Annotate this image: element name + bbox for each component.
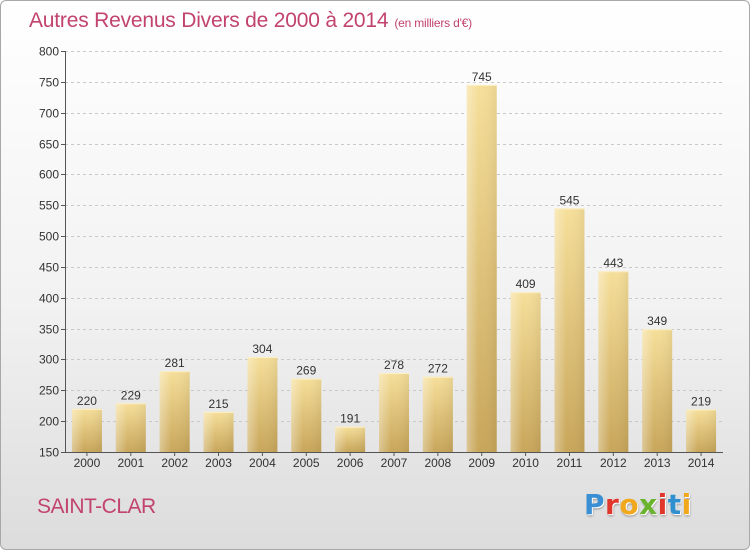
data-label: 219 [691,394,711,408]
x-tick-label: 2012 [600,456,627,470]
data-label: 278 [384,358,404,372]
y-tick-label: 250 [39,384,59,398]
y-tick-label: 600 [39,168,59,182]
bar-highlight [115,403,146,452]
chart-title-text: Autres Revenus Divers de 2000 à 2014 [29,9,389,32]
x-tick-label: 2007 [381,456,408,470]
data-label: 215 [209,397,229,411]
bar-highlight [554,208,585,452]
y-tick-label: 550 [39,199,59,213]
bar-highlight [71,408,102,452]
data-label: 281 [165,356,185,370]
axes [61,51,723,456]
y-tick-label: 350 [39,323,59,337]
x-tick-label: 2006 [337,456,364,470]
bar-highlight [159,371,190,452]
y-tick-label: 400 [39,292,59,306]
chart-subtitle: (en milliers d'€) [394,16,472,30]
x-tick-label: 2001 [117,456,144,470]
y-tick-label: 300 [39,353,59,367]
x-tick-label: 2005 [293,456,320,470]
x-tick-label: 2010 [512,456,539,470]
data-label: 191 [340,412,360,426]
data-label: 229 [121,388,141,402]
x-tick-label: 2004 [249,456,276,470]
logo-letter: o [619,488,640,521]
y-tick-label: 200 [39,415,59,429]
bar-highlight [291,378,322,452]
proxiti-logo: Proxiti [584,488,692,521]
data-label: 409 [516,277,536,291]
data-label: 220 [77,394,97,408]
x-tick-label: 2002 [161,456,188,470]
logo-letter: i [657,488,668,521]
bar-highlight [203,411,234,452]
y-tick-label: 700 [39,107,59,121]
data-label: 545 [559,193,579,207]
logo-letter: t [667,488,682,521]
y-tick-label: 500 [39,230,59,244]
chart-title: Autres Revenus Divers de 2000 à 2014 (en … [29,9,472,33]
y-tick-label: 450 [39,261,59,275]
bar-highlight [510,292,541,452]
bar-highlight [686,409,717,452]
logo-letter: x [639,488,658,521]
data-label: 269 [296,364,316,378]
data-label: 304 [252,342,272,356]
y-tick-label: 800 [39,45,59,59]
x-tick-label: 2011 [557,456,583,470]
data-label: 745 [472,70,492,84]
x-tick-label: 2003 [205,456,232,470]
x-tick-label: 2000 [74,456,101,470]
y-tick-label: 150 [39,446,59,460]
labels: 150 200 250 300 350 400 450 500 550 600 650 700 750 8… [39,45,715,471]
bar-highlight [642,329,673,452]
data-label: 443 [603,256,623,270]
logo-letter: r [605,488,620,521]
y-tick-label: 650 [39,138,59,152]
bars [71,84,717,452]
bar-highlight [598,271,629,452]
data-label: 349 [647,314,667,328]
x-tick-label: 2013 [644,456,671,470]
y-tick-label: 750 [39,76,59,90]
bar-highlight [335,426,366,452]
logo-letter: P [584,488,606,521]
city-name: SAINT-CLAR [37,495,156,518]
data-label: 272 [428,362,448,376]
logo-letter: i [681,488,692,521]
x-tick-label: 2014 [688,456,715,470]
bar-highlight [247,356,278,452]
bar-highlight [422,376,453,452]
bar-highlight [379,373,409,452]
x-tick-label: 2008 [425,456,452,470]
bar-highlight [466,84,497,452]
x-tick-label: 2009 [468,456,495,470]
